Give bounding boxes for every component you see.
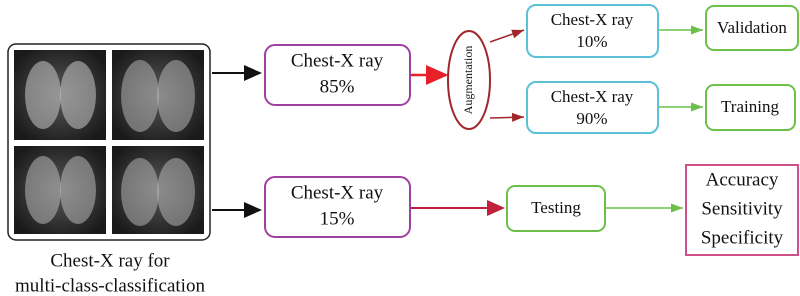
node-label: 85%: [320, 76, 355, 97]
node-label: Sensitivity: [701, 198, 783, 219]
xray-image: [112, 50, 204, 140]
xray-image: [14, 50, 106, 140]
page: {"image_panel": {"caption": ["Chest-X ra…: [0, 0, 800, 296]
arrow: [490, 117, 524, 118]
node-label: 90%: [576, 109, 607, 128]
xray-image: [14, 146, 106, 234]
node-label: Chest-X ray: [291, 182, 384, 203]
node-label: 15%: [320, 208, 355, 229]
node-label: Accuracy: [706, 169, 779, 190]
node-label: Chest-X ray: [291, 50, 384, 71]
node-label: Chest-X ray: [551, 10, 634, 29]
node-label: Specificity: [701, 227, 784, 248]
xray-image: [112, 146, 204, 234]
node-label: Chest-X ray: [551, 87, 634, 106]
arrow: [490, 30, 524, 42]
node-label: Training: [721, 97, 779, 116]
node-label: Augmentation: [461, 46, 475, 115]
node-label: 10%: [576, 32, 607, 51]
caption: multi-class-classification: [15, 275, 205, 296]
diagram: Chest-X ray for multi-class-classificati…: [0, 0, 800, 296]
node-label: Testing: [531, 198, 581, 217]
node-label: Validation: [717, 18, 787, 37]
caption: Chest-X ray for: [50, 250, 170, 271]
